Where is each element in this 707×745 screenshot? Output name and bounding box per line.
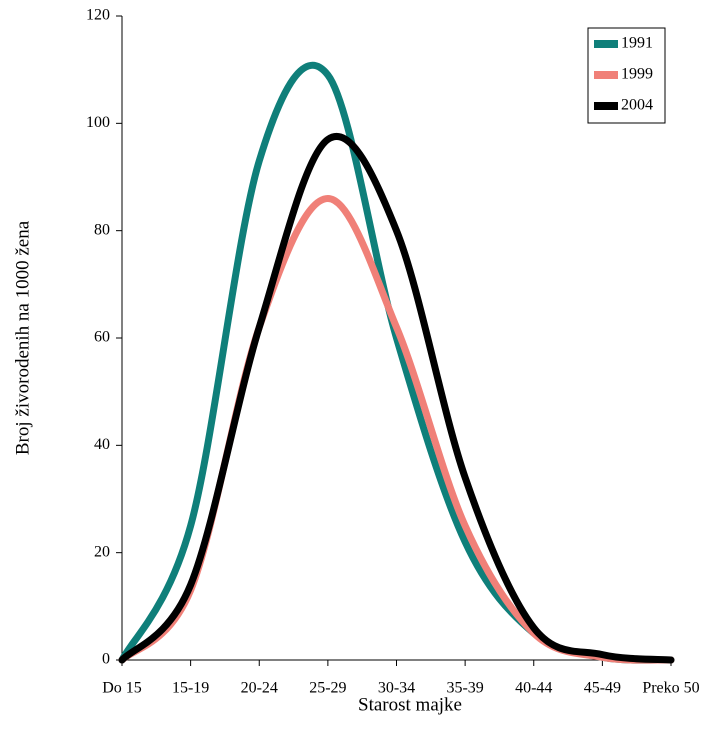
series-line [118,133,675,664]
x-axis-title: Starost majke [358,694,462,715]
legend-label: 1999 [621,66,653,83]
y-tick-label: 120 [86,7,110,24]
y-tick-label: 40 [94,436,110,453]
x-tick-label: Preko 50 [642,680,699,697]
y-tick-label: 0 [102,651,110,668]
x-tick-label: 40-44 [515,680,552,697]
x-tick-label: 25-29 [309,680,346,697]
y-tick-label: 60 [94,329,110,346]
legend-label: 2004 [621,97,653,114]
x-tick-label: 20-24 [241,680,278,697]
x-tick-label: Do 15 [102,680,142,697]
y-tick-label: 20 [94,543,110,560]
legend-label: 1991 [621,35,653,52]
x-tick-label: 35-39 [446,680,483,697]
y-axis-title: Broj živorodenih na 1000 žena [12,220,33,455]
series-line [118,194,675,664]
x-tick-label: 15-19 [172,680,209,697]
x-tick-label: 45-49 [584,680,621,697]
y-tick-label: 80 [94,221,110,238]
y-tick-label: 100 [86,114,110,131]
series-line [118,61,675,664]
x-tick-label: 30-34 [378,680,415,697]
